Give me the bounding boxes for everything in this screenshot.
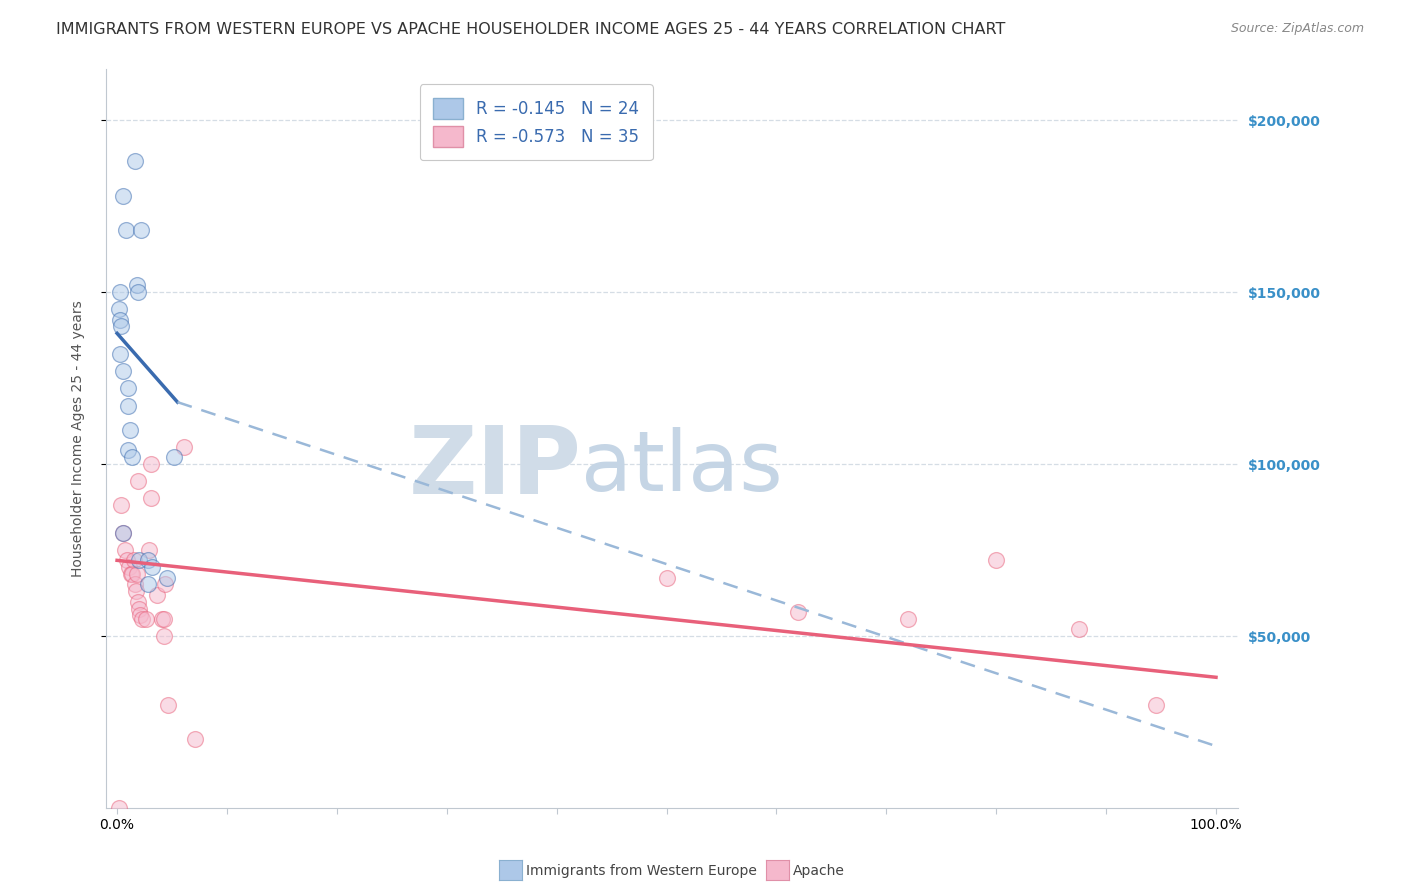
Point [121, 450, 143, 465]
Point [118, 560, 141, 574]
Point [139, 457, 162, 471]
Point [110, 285, 132, 299]
Point [125, 278, 148, 293]
Point [121, 567, 143, 582]
Point [163, 450, 186, 465]
Text: Apache: Apache [793, 863, 845, 878]
Point [108, 302, 131, 317]
Point [114, 543, 136, 558]
Point [122, 553, 145, 567]
Point [897, 612, 920, 626]
Point [655, 570, 678, 584]
Point [139, 491, 162, 506]
Point [111, 364, 134, 378]
Point [150, 612, 173, 626]
Point [155, 570, 177, 584]
Text: atlas: atlas [582, 427, 783, 508]
Point [115, 223, 138, 237]
Point [129, 223, 152, 237]
Y-axis label: Householder Income Ages 25 - 44 years: Householder Income Ages 25 - 44 years [72, 300, 86, 576]
Point [155, 577, 177, 591]
Point [787, 605, 810, 619]
Point [136, 553, 159, 567]
Point [128, 601, 150, 615]
Point [120, 567, 142, 582]
Point [125, 584, 148, 599]
Point [145, 588, 167, 602]
Point [124, 577, 146, 591]
Point [173, 440, 195, 454]
Point [110, 347, 132, 361]
Point [156, 698, 179, 712]
Text: Source: ZipAtlas.com: Source: ZipAtlas.com [1230, 22, 1364, 36]
Point [127, 285, 149, 299]
Text: IMMIGRANTS FROM WESTERN EUROPE VS APACHE HOUSEHOLDER INCOME AGES 25 - 44 YEARS C: IMMIGRANTS FROM WESTERN EUROPE VS APACHE… [56, 22, 1005, 37]
Point [127, 475, 149, 489]
Point [117, 443, 139, 458]
Point [128, 553, 150, 567]
Point [111, 525, 134, 540]
Point [110, 499, 132, 513]
Point [115, 553, 138, 567]
Point [111, 188, 134, 202]
Point [135, 612, 157, 626]
Point [129, 608, 152, 623]
Point [1144, 698, 1167, 712]
Point [1067, 622, 1090, 636]
Point [110, 319, 132, 334]
Point [138, 543, 160, 558]
Point [108, 801, 131, 815]
Point [125, 567, 148, 582]
Point [120, 423, 142, 437]
Point [127, 594, 149, 608]
Point [141, 560, 163, 574]
Point [117, 381, 139, 395]
Point [110, 312, 132, 326]
Point [131, 612, 153, 626]
Point [124, 154, 146, 169]
Legend: R = -0.145   N = 24, R = -0.573   N = 35: R = -0.145 N = 24, R = -0.573 N = 35 [420, 84, 652, 161]
Point [986, 553, 1008, 567]
Point [153, 629, 176, 643]
Text: ZIP: ZIP [409, 422, 582, 514]
Point [117, 399, 139, 413]
Text: Immigrants from Western Europe: Immigrants from Western Europe [526, 863, 756, 878]
Point [111, 525, 134, 540]
Point [184, 732, 207, 747]
Point [153, 612, 176, 626]
Point [136, 577, 159, 591]
